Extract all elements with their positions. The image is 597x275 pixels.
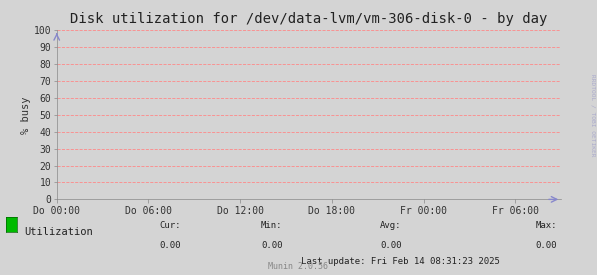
Text: Munin 2.0.56: Munin 2.0.56	[269, 262, 328, 271]
Text: Last update: Fri Feb 14 08:31:23 2025: Last update: Fri Feb 14 08:31:23 2025	[300, 257, 500, 266]
Text: Min:: Min:	[261, 221, 282, 230]
Text: 0.00: 0.00	[536, 241, 557, 250]
Text: 0.00: 0.00	[159, 241, 181, 250]
Title: Disk utilization for /dev/data-lvm/vm-306-disk-0 - by day: Disk utilization for /dev/data-lvm/vm-30…	[70, 12, 547, 26]
Text: RRDTOOL / TOBI OETIKER: RRDTOOL / TOBI OETIKER	[591, 74, 596, 157]
Text: 0.00: 0.00	[261, 241, 282, 250]
Text: Cur:: Cur:	[159, 221, 181, 230]
Text: Avg:: Avg:	[380, 221, 402, 230]
Text: 0.00: 0.00	[380, 241, 402, 250]
Text: Utilization: Utilization	[24, 227, 93, 237]
Text: Max:: Max:	[536, 221, 557, 230]
Y-axis label: % busy: % busy	[21, 96, 31, 134]
